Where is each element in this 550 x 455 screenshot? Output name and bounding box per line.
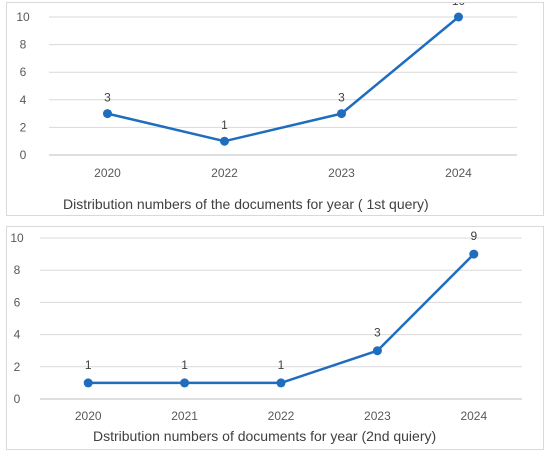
y-tick-label: 8 [14, 263, 21, 277]
x-tick-label: 2022 [268, 409, 295, 423]
series-line [107, 16, 460, 143]
data-point [372, 346, 382, 356]
y-tick-label: 4 [20, 93, 27, 107]
chart-1st-query: 0 2 4 6 8 10 2020 2022 2023 2024 3 1 3 10 [16, 3, 517, 180]
data-point [469, 249, 479, 259]
x-tick-label: 2021 [171, 409, 198, 423]
data-label: 1 [85, 358, 92, 372]
data-label: 3 [338, 91, 345, 105]
data-label: 9 [470, 229, 477, 243]
chart-panel-1st-query: 0 2 4 6 8 10 2020 2022 2023 2024 3 1 3 10 Distributio… [6, 2, 544, 216]
data-label: 3 [104, 91, 111, 105]
data-point [83, 378, 93, 388]
y-tick-label: 10 [10, 231, 24, 245]
data-point [180, 378, 190, 388]
x-tick-label: 2024 [460, 409, 487, 423]
data-point [103, 109, 112, 119]
data-label: 10 [452, 3, 466, 8]
chart-panel-2nd-query: 0 2 4 6 8 10 2020 2021 2022 2023 2024 1 1 1 3 9 Dstribu… [6, 226, 544, 450]
chart-2nd-query: 0 2 4 6 8 10 2020 2021 2022 2023 2024 1 1 1 3 9 [10, 229, 522, 423]
data-point [454, 12, 463, 22]
data-label: 1 [221, 118, 228, 132]
y-tick-label: 6 [14, 295, 21, 309]
data-point [276, 378, 286, 388]
x-tick-label: 2023 [328, 166, 355, 180]
chart-1-caption: Distribution numbers of the documents fo… [63, 196, 429, 212]
x-tick-label: 2024 [445, 166, 472, 180]
data-point [220, 136, 229, 146]
x-tick-label: 2020 [94, 166, 121, 180]
y-tick-label: 10 [16, 10, 30, 24]
x-tick-label: 2020 [75, 409, 102, 423]
x-tick-label: 2023 [364, 409, 391, 423]
y-tick-label: 0 [20, 148, 27, 162]
chart-2-caption: Dstribution numbers of documents for yea… [93, 428, 437, 444]
y-tick-label: 0 [14, 392, 21, 406]
y-tick-label: 2 [20, 120, 27, 134]
x-tick-label: 2022 [211, 166, 238, 180]
y-tick-label: 8 [20, 38, 27, 52]
data-point [337, 109, 346, 119]
y-tick-label: 6 [20, 65, 27, 79]
data-label: 1 [278, 358, 285, 372]
data-label: 3 [374, 326, 381, 340]
data-label: 1 [181, 358, 188, 372]
y-tick-label: 2 [14, 360, 21, 374]
y-tick-label: 4 [14, 328, 21, 342]
